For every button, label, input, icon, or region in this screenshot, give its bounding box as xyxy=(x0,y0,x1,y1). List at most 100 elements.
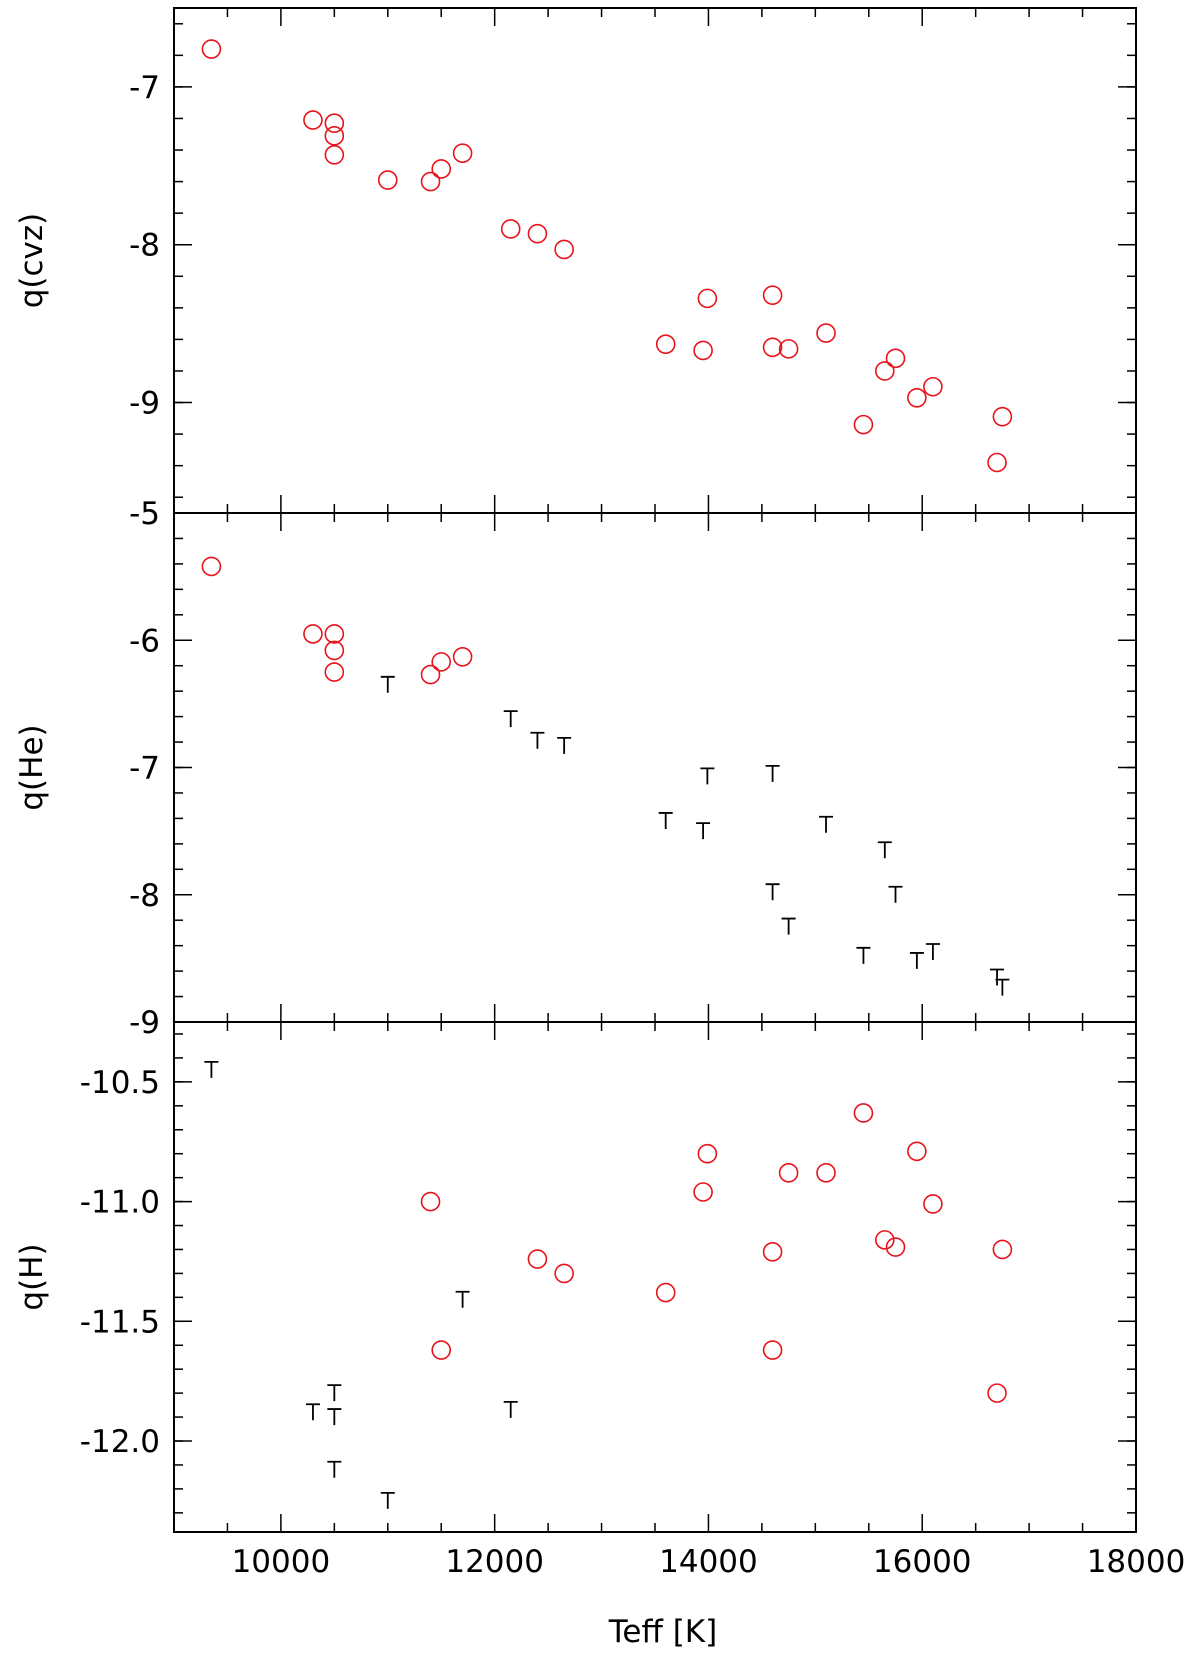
x-tick-label: 18000 xyxy=(1087,1544,1186,1580)
data-point-circle xyxy=(693,340,713,361)
data-point-circle xyxy=(853,414,874,435)
data-point-circle xyxy=(885,1237,906,1257)
data-point-circle xyxy=(500,219,521,239)
data-point-circle xyxy=(907,1141,927,1162)
x-tick-label: 14000 xyxy=(659,1544,758,1580)
y-tick-label: -5 xyxy=(129,496,160,532)
upper-limit-marker xyxy=(327,1460,342,1478)
panel-frame xyxy=(173,7,1137,514)
data-point-circle xyxy=(923,376,943,397)
data-point-circle xyxy=(431,652,452,672)
data-point-circle xyxy=(778,339,799,359)
x-tick-label: 16000 xyxy=(873,1544,972,1580)
y-tick-label: -11.0 xyxy=(80,1185,160,1221)
data-point-circle xyxy=(655,1282,676,1303)
upper-limit-marker xyxy=(503,1400,518,1418)
panel-frame xyxy=(173,512,1137,1023)
data-point-circle xyxy=(324,640,345,661)
data-point-circle xyxy=(885,348,906,369)
data-point-circle xyxy=(324,144,345,165)
data-point-circle xyxy=(923,1194,943,1214)
data-point-circle xyxy=(303,110,323,130)
x-tick-label: 12000 xyxy=(445,1544,544,1580)
upper-limit-marker xyxy=(327,1408,342,1426)
upper-limit-marker xyxy=(658,812,673,829)
y-axis-title: q(cvz) xyxy=(14,213,50,309)
upper-limit-marker xyxy=(877,841,892,859)
y-tick-label: -10.5 xyxy=(80,1065,160,1101)
upper-limit-marker xyxy=(925,943,940,961)
data-point-circle xyxy=(201,556,222,577)
y-axis-title: q(H) xyxy=(14,1243,50,1310)
data-point-circle xyxy=(420,171,441,192)
x-tick-label: 10000 xyxy=(232,1544,331,1580)
upper-limit-marker xyxy=(455,1290,470,1308)
data-point-circle xyxy=(527,223,548,244)
panels-layer: -7 -8 -9 q(cvz) -6 -7 -8 -9 -5 q(He) -10.5 -11.0 -11… xyxy=(14,7,1186,1580)
y-tick-label: -7 xyxy=(129,70,160,106)
panel-3: -10.5 -11.0 -11.5 -12.0 q(H) xyxy=(14,1021,1137,1533)
upper-limit-marker xyxy=(305,1403,320,1421)
data-point-circle xyxy=(452,646,473,667)
data-point-circle xyxy=(377,170,398,190)
data-point-circle xyxy=(693,1182,713,1202)
data-point-circle xyxy=(816,323,836,343)
data-point-circle xyxy=(697,288,718,309)
data-point-circle xyxy=(452,143,473,163)
upper-limit-marker xyxy=(327,1384,342,1402)
data-point-circle xyxy=(420,664,441,685)
data-point-circle xyxy=(554,239,574,260)
upper-limit-marker xyxy=(856,946,871,964)
data-point-circle xyxy=(992,406,1013,427)
upper-limit-marker xyxy=(380,675,395,693)
upper-limit-marker xyxy=(204,1060,219,1078)
x-axis-title: Teff [K] xyxy=(608,1614,717,1650)
data-point-circle xyxy=(853,1103,874,1123)
upper-limit-marker xyxy=(990,968,1005,986)
upper-limit-marker xyxy=(700,767,715,785)
data-point-circle xyxy=(324,624,345,644)
y-tick-label: -6 xyxy=(129,623,160,659)
data-point-circle xyxy=(875,361,895,381)
y-tick-label: -7 xyxy=(129,751,160,787)
upper-limit-marker xyxy=(696,822,711,840)
data-point-circle xyxy=(431,1340,452,1360)
data-point-circle xyxy=(907,387,927,408)
panel-1: -7 -8 -9 q(cvz) xyxy=(14,7,1137,514)
panel-2: -6 -7 -8 -9 -5 q(He) xyxy=(14,496,1137,1041)
upper-limit-marker xyxy=(765,883,780,901)
data-point-circle xyxy=(324,113,345,134)
y-axis-title: q(He) xyxy=(14,724,50,810)
data-point-circle xyxy=(778,1163,799,1183)
upper-limit-marker xyxy=(888,885,903,903)
upper-limit-marker xyxy=(765,764,780,782)
data-point-circle xyxy=(303,624,323,644)
upper-limit-marker xyxy=(781,917,796,935)
upper-limit-marker xyxy=(503,710,518,728)
data-point-circle xyxy=(527,1249,548,1269)
data-point-circle xyxy=(324,126,345,146)
y-tick-label: -8 xyxy=(129,228,160,264)
y-tick-label: -12.0 xyxy=(80,1424,160,1460)
data-point-circle xyxy=(992,1239,1013,1260)
data-point-circle xyxy=(762,1340,783,1360)
data-point-circle xyxy=(762,337,783,358)
data-point-circle xyxy=(655,334,676,354)
data-point-circle xyxy=(762,285,783,306)
panel-frame xyxy=(173,1021,1137,1533)
data-point-circle xyxy=(324,662,345,682)
y-tick-label: -9 xyxy=(129,1005,160,1041)
data-point-circle xyxy=(201,39,222,59)
y-tick-label: -11.5 xyxy=(80,1304,160,1340)
upper-limit-marker xyxy=(530,731,545,749)
upper-limit-marker xyxy=(819,815,834,833)
y-tick-label: -9 xyxy=(129,386,160,422)
data-point-circle xyxy=(697,1143,718,1164)
data-point-circle xyxy=(554,1263,574,1284)
data-point-circle xyxy=(420,1191,441,1212)
data-point-circle xyxy=(816,1163,836,1183)
y-tick-label: -8 xyxy=(129,878,160,914)
upper-limit-marker xyxy=(995,978,1010,996)
upper-limit-marker xyxy=(380,1491,395,1509)
